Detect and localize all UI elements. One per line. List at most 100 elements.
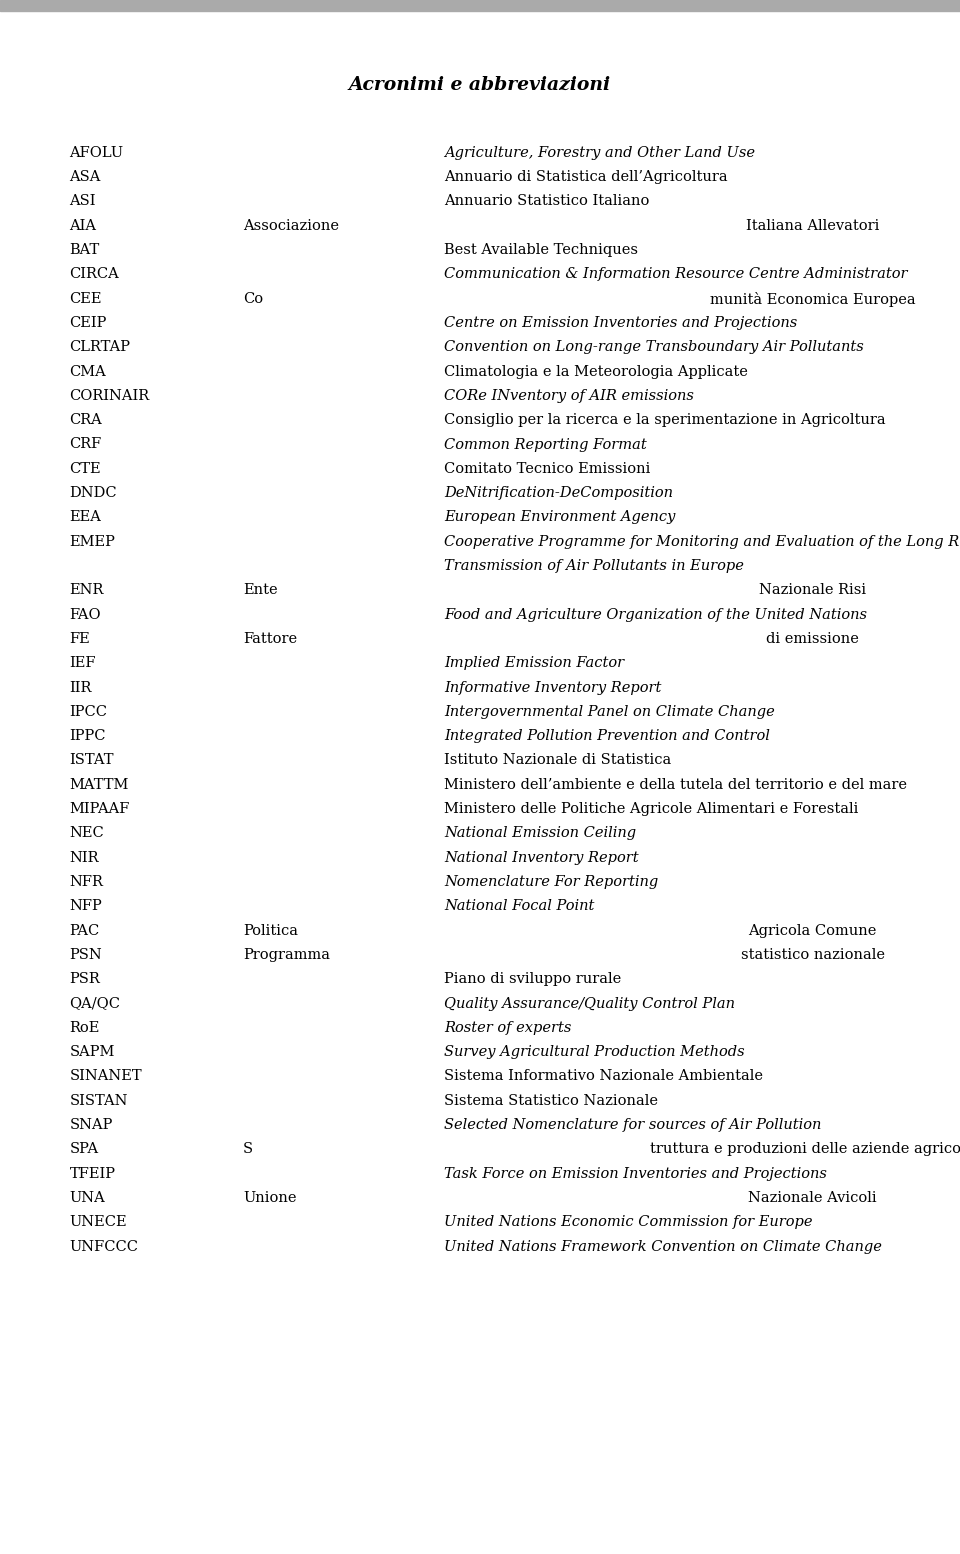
Text: CIRCA: CIRCA bbox=[69, 267, 119, 281]
Text: National Emission Ceiling: National Emission Ceiling bbox=[444, 827, 636, 841]
Text: Best Available Techniques: Best Available Techniques bbox=[444, 242, 638, 256]
Text: ENR: ENR bbox=[69, 583, 104, 597]
Text: FE: FE bbox=[69, 632, 90, 646]
Text: Transmission of Air Pollutants in Europe: Transmission of Air Pollutants in Europe bbox=[444, 559, 744, 573]
Text: Associazione: Associazione bbox=[243, 219, 339, 233]
Bar bbox=[0, 0, 960, 11]
Text: Ministero delle Politiche Agricole Alimentari e Forestali: Ministero delle Politiche Agricole Alime… bbox=[444, 802, 859, 816]
Text: Annuario di Statistica dell’Agricoltura: Annuario di Statistica dell’Agricoltura bbox=[444, 169, 728, 183]
Text: truttura e produzioni delle aziende agricole: truttura e produzioni delle aziende agri… bbox=[650, 1142, 960, 1156]
Text: United Nations Framework Convention on Climate Change: United Nations Framework Convention on C… bbox=[444, 1240, 882, 1254]
Text: ASI: ASI bbox=[69, 194, 96, 208]
Text: Unione: Unione bbox=[243, 1190, 297, 1204]
Text: CORe INventory of AIR emissions: CORe INventory of AIR emissions bbox=[444, 388, 694, 402]
Text: UNFCCC: UNFCCC bbox=[69, 1240, 138, 1254]
Text: PAC: PAC bbox=[69, 923, 100, 937]
Text: IPPC: IPPC bbox=[69, 729, 106, 743]
Text: SAPM: SAPM bbox=[69, 1046, 115, 1060]
Text: Politica: Politica bbox=[243, 923, 298, 937]
Text: EEA: EEA bbox=[69, 510, 102, 524]
Text: CORINAIR: CORINAIR bbox=[69, 388, 150, 402]
Text: National Focal Point: National Focal Point bbox=[444, 900, 595, 914]
Text: RoE: RoE bbox=[69, 1021, 100, 1035]
Text: Implied Emission Factor: Implied Emission Factor bbox=[444, 656, 625, 670]
Text: Communication & Information Resource Centre Administrator: Communication & Information Resource Cen… bbox=[444, 267, 908, 281]
Text: Sistema Statistico Nazionale: Sistema Statistico Nazionale bbox=[444, 1094, 659, 1108]
Text: Task Force on Emission Inventories and Projections: Task Force on Emission Inventories and P… bbox=[444, 1167, 828, 1181]
Text: BAT: BAT bbox=[69, 242, 100, 256]
Text: TFEIP: TFEIP bbox=[69, 1167, 115, 1181]
Text: MATTM: MATTM bbox=[69, 779, 129, 793]
Text: CEIP: CEIP bbox=[69, 315, 107, 329]
Text: CTE: CTE bbox=[69, 462, 101, 476]
Text: MIPAAF: MIPAAF bbox=[69, 802, 130, 816]
Text: DNDC: DNDC bbox=[69, 486, 117, 500]
Text: Nazionale Risi: Nazionale Risi bbox=[759, 583, 866, 597]
Text: Comitato Tecnico Emissioni: Comitato Tecnico Emissioni bbox=[444, 462, 651, 476]
Text: CEE: CEE bbox=[69, 292, 102, 306]
Text: NIR: NIR bbox=[69, 850, 99, 864]
Text: National Inventory Report: National Inventory Report bbox=[444, 850, 639, 864]
Text: munità Economica Europea: munità Economica Europea bbox=[709, 292, 915, 306]
Text: Selected Nomenclature for sources of Air Pollution: Selected Nomenclature for sources of Air… bbox=[444, 1117, 822, 1131]
Text: IPCC: IPCC bbox=[69, 706, 108, 720]
Text: United Nations Economic Commission for Europe: United Nations Economic Commission for E… bbox=[444, 1215, 813, 1229]
Text: Nazionale Avicoli: Nazionale Avicoli bbox=[748, 1190, 876, 1204]
Text: Consiglio per la ricerca e la sperimentazione in Agricoltura: Consiglio per la ricerca e la sperimenta… bbox=[444, 413, 886, 427]
Text: SPA: SPA bbox=[69, 1142, 99, 1156]
Text: NFR: NFR bbox=[69, 875, 104, 889]
Text: Agricola Comune: Agricola Comune bbox=[748, 923, 876, 937]
Text: AFOLU: AFOLU bbox=[69, 146, 124, 160]
Text: QA/QC: QA/QC bbox=[69, 996, 120, 1010]
Text: di emissione: di emissione bbox=[766, 632, 859, 646]
Text: Integrated Pollution Prevention and Control: Integrated Pollution Prevention and Cont… bbox=[444, 729, 770, 743]
Text: Cooperative Programme for Monitoring and Evaluation of the Long Range: Cooperative Programme for Monitoring and… bbox=[444, 535, 960, 549]
Text: CMA: CMA bbox=[69, 365, 107, 379]
Text: S: S bbox=[243, 1142, 253, 1156]
Text: Quality Assurance/Quality Control Plan: Quality Assurance/Quality Control Plan bbox=[444, 996, 735, 1010]
Text: IEF: IEF bbox=[69, 656, 96, 670]
Text: NEC: NEC bbox=[69, 827, 105, 841]
Text: Acronimi e abbreviazioni: Acronimi e abbreviazioni bbox=[348, 76, 612, 95]
Text: Informative Inventory Report: Informative Inventory Report bbox=[444, 681, 661, 695]
Text: CRF: CRF bbox=[69, 438, 102, 452]
Text: Istituto Nazionale di Statistica: Istituto Nazionale di Statistica bbox=[444, 754, 672, 768]
Text: Food and Agriculture Organization of the United Nations: Food and Agriculture Organization of the… bbox=[444, 608, 868, 622]
Text: CLRTAP: CLRTAP bbox=[69, 340, 131, 354]
Text: Survey Agricultural Production Methods: Survey Agricultural Production Methods bbox=[444, 1046, 745, 1060]
Text: Italiana Allevatori: Italiana Allevatori bbox=[746, 219, 879, 233]
Text: IIR: IIR bbox=[69, 681, 92, 695]
Text: Nomenclature For Reporting: Nomenclature For Reporting bbox=[444, 875, 659, 889]
Text: AIA: AIA bbox=[69, 219, 96, 233]
Text: Fattore: Fattore bbox=[243, 632, 298, 646]
Text: DeNitrification-DeComposition: DeNitrification-DeComposition bbox=[444, 486, 674, 500]
Text: Intergovernmental Panel on Climate Change: Intergovernmental Panel on Climate Chang… bbox=[444, 706, 775, 720]
Text: Roster of experts: Roster of experts bbox=[444, 1021, 572, 1035]
Text: SISTAN: SISTAN bbox=[69, 1094, 128, 1108]
Text: SINANET: SINANET bbox=[69, 1069, 142, 1083]
Text: Climatologia e la Meteorologia Applicate: Climatologia e la Meteorologia Applicate bbox=[444, 365, 748, 379]
Text: Common Reporting Format: Common Reporting Format bbox=[444, 438, 647, 452]
Text: NFP: NFP bbox=[69, 900, 102, 914]
Text: PSN: PSN bbox=[69, 948, 102, 962]
Text: Piano di sviluppo rurale: Piano di sviluppo rurale bbox=[444, 973, 622, 987]
Text: Centre on Emission Inventories and Projections: Centre on Emission Inventories and Proje… bbox=[444, 315, 798, 329]
Text: UNECE: UNECE bbox=[69, 1215, 127, 1229]
Text: Co: Co bbox=[243, 292, 263, 306]
Text: ASA: ASA bbox=[69, 169, 101, 183]
Text: Sistema Informativo Nazionale Ambientale: Sistema Informativo Nazionale Ambientale bbox=[444, 1069, 763, 1083]
Text: Annuario Statistico Italiano: Annuario Statistico Italiano bbox=[444, 194, 650, 208]
Text: UNA: UNA bbox=[69, 1190, 106, 1204]
Text: Convention on Long-range Transboundary Air Pollutants: Convention on Long-range Transboundary A… bbox=[444, 340, 864, 354]
Text: Programma: Programma bbox=[243, 948, 330, 962]
Text: Ministero dell’ambiente e della tutela del territorio e del mare: Ministero dell’ambiente e della tutela d… bbox=[444, 779, 907, 793]
Text: European Environment Agency: European Environment Agency bbox=[444, 510, 676, 524]
Text: ISTAT: ISTAT bbox=[69, 754, 114, 768]
Text: SNAP: SNAP bbox=[69, 1117, 113, 1131]
Text: Ente: Ente bbox=[243, 583, 277, 597]
Text: Agriculture, Forestry and Other Land Use: Agriculture, Forestry and Other Land Use bbox=[444, 146, 756, 160]
Text: statistico nazionale: statistico nazionale bbox=[740, 948, 884, 962]
Text: FAO: FAO bbox=[69, 608, 101, 622]
Text: PSR: PSR bbox=[69, 973, 100, 987]
Text: EMEP: EMEP bbox=[69, 535, 115, 549]
